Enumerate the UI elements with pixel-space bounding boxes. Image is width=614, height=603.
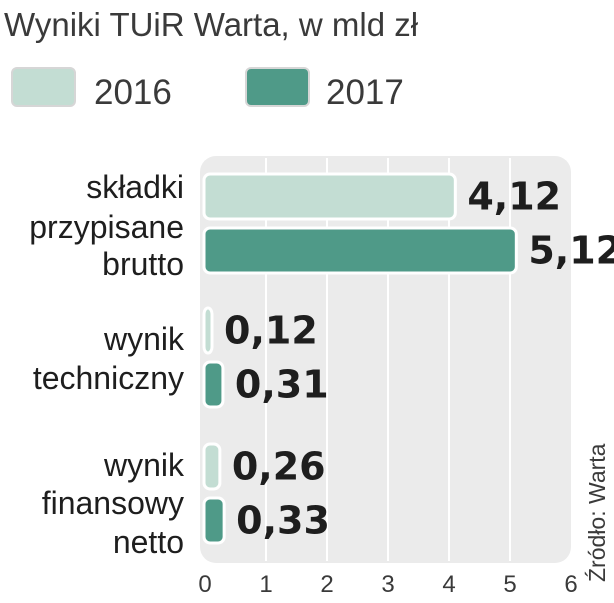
x-tick-label: 2 [320,571,333,598]
value-label: 0,33 [236,499,330,543]
source-note: Źródło: Warta [584,443,610,582]
x-tick-label: 6 [564,571,577,598]
x-tick-label: 1 [259,571,272,598]
category-label: przypisane [29,209,184,245]
bars [202,172,518,545]
value-label: 4,12 [467,175,561,219]
x-tick-label: 3 [381,571,394,598]
x-axis-ticks: 0 1 2 3 4 5 6 [198,571,577,598]
chart-title: Wyniki TUiR Warta, w mld zł [4,6,419,43]
category-label: brutto [102,246,184,282]
x-tick-label: 4 [442,571,455,598]
category-label: techniczny [33,360,184,396]
bar-2016-1 [202,306,214,355]
bar-2017-1 [202,360,225,409]
gridlines [265,158,511,561]
value-label: 0,12 [224,309,318,353]
category-label: składki [86,169,184,205]
category-labels: składkiprzypisanebruttowyniktechnicznywy… [29,169,185,560]
x-tick-label: 0 [198,571,211,598]
category-label: wynik [103,447,185,483]
bar-2017-0 [202,226,518,275]
value-label: 0,26 [232,445,326,489]
bar-2016-0 [202,172,457,221]
category-label: netto [113,524,184,560]
bar-2016-2 [202,442,222,491]
x-tick-label: 5 [503,571,516,598]
value-label: 5,12 [528,229,614,273]
category-label: finansowy [42,485,184,521]
bar-2017-2 [202,496,226,545]
legend-label-2017: 2017 [326,73,404,112]
legend: 2016 2017 [11,67,404,112]
legend-swatch-2016 [11,67,76,107]
value-labels: 4,12 0,12 0,26 5,12 0,31 0,33 [224,175,614,543]
value-label: 0,31 [235,363,329,407]
legend-label-2016: 2016 [94,73,172,112]
legend-swatch-2017 [245,67,310,107]
category-label: wynik [103,321,185,357]
